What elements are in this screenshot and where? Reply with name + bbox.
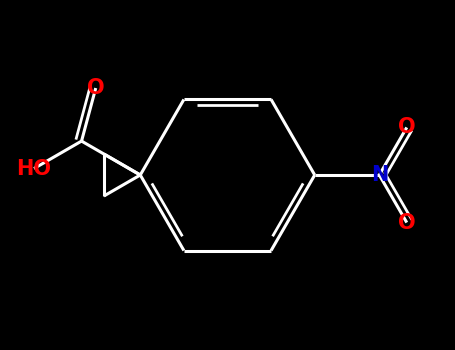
Text: O: O	[398, 118, 415, 138]
Text: N: N	[371, 165, 388, 185]
Text: HO: HO	[16, 159, 51, 178]
Text: O: O	[87, 78, 105, 98]
Text: O: O	[398, 212, 415, 232]
